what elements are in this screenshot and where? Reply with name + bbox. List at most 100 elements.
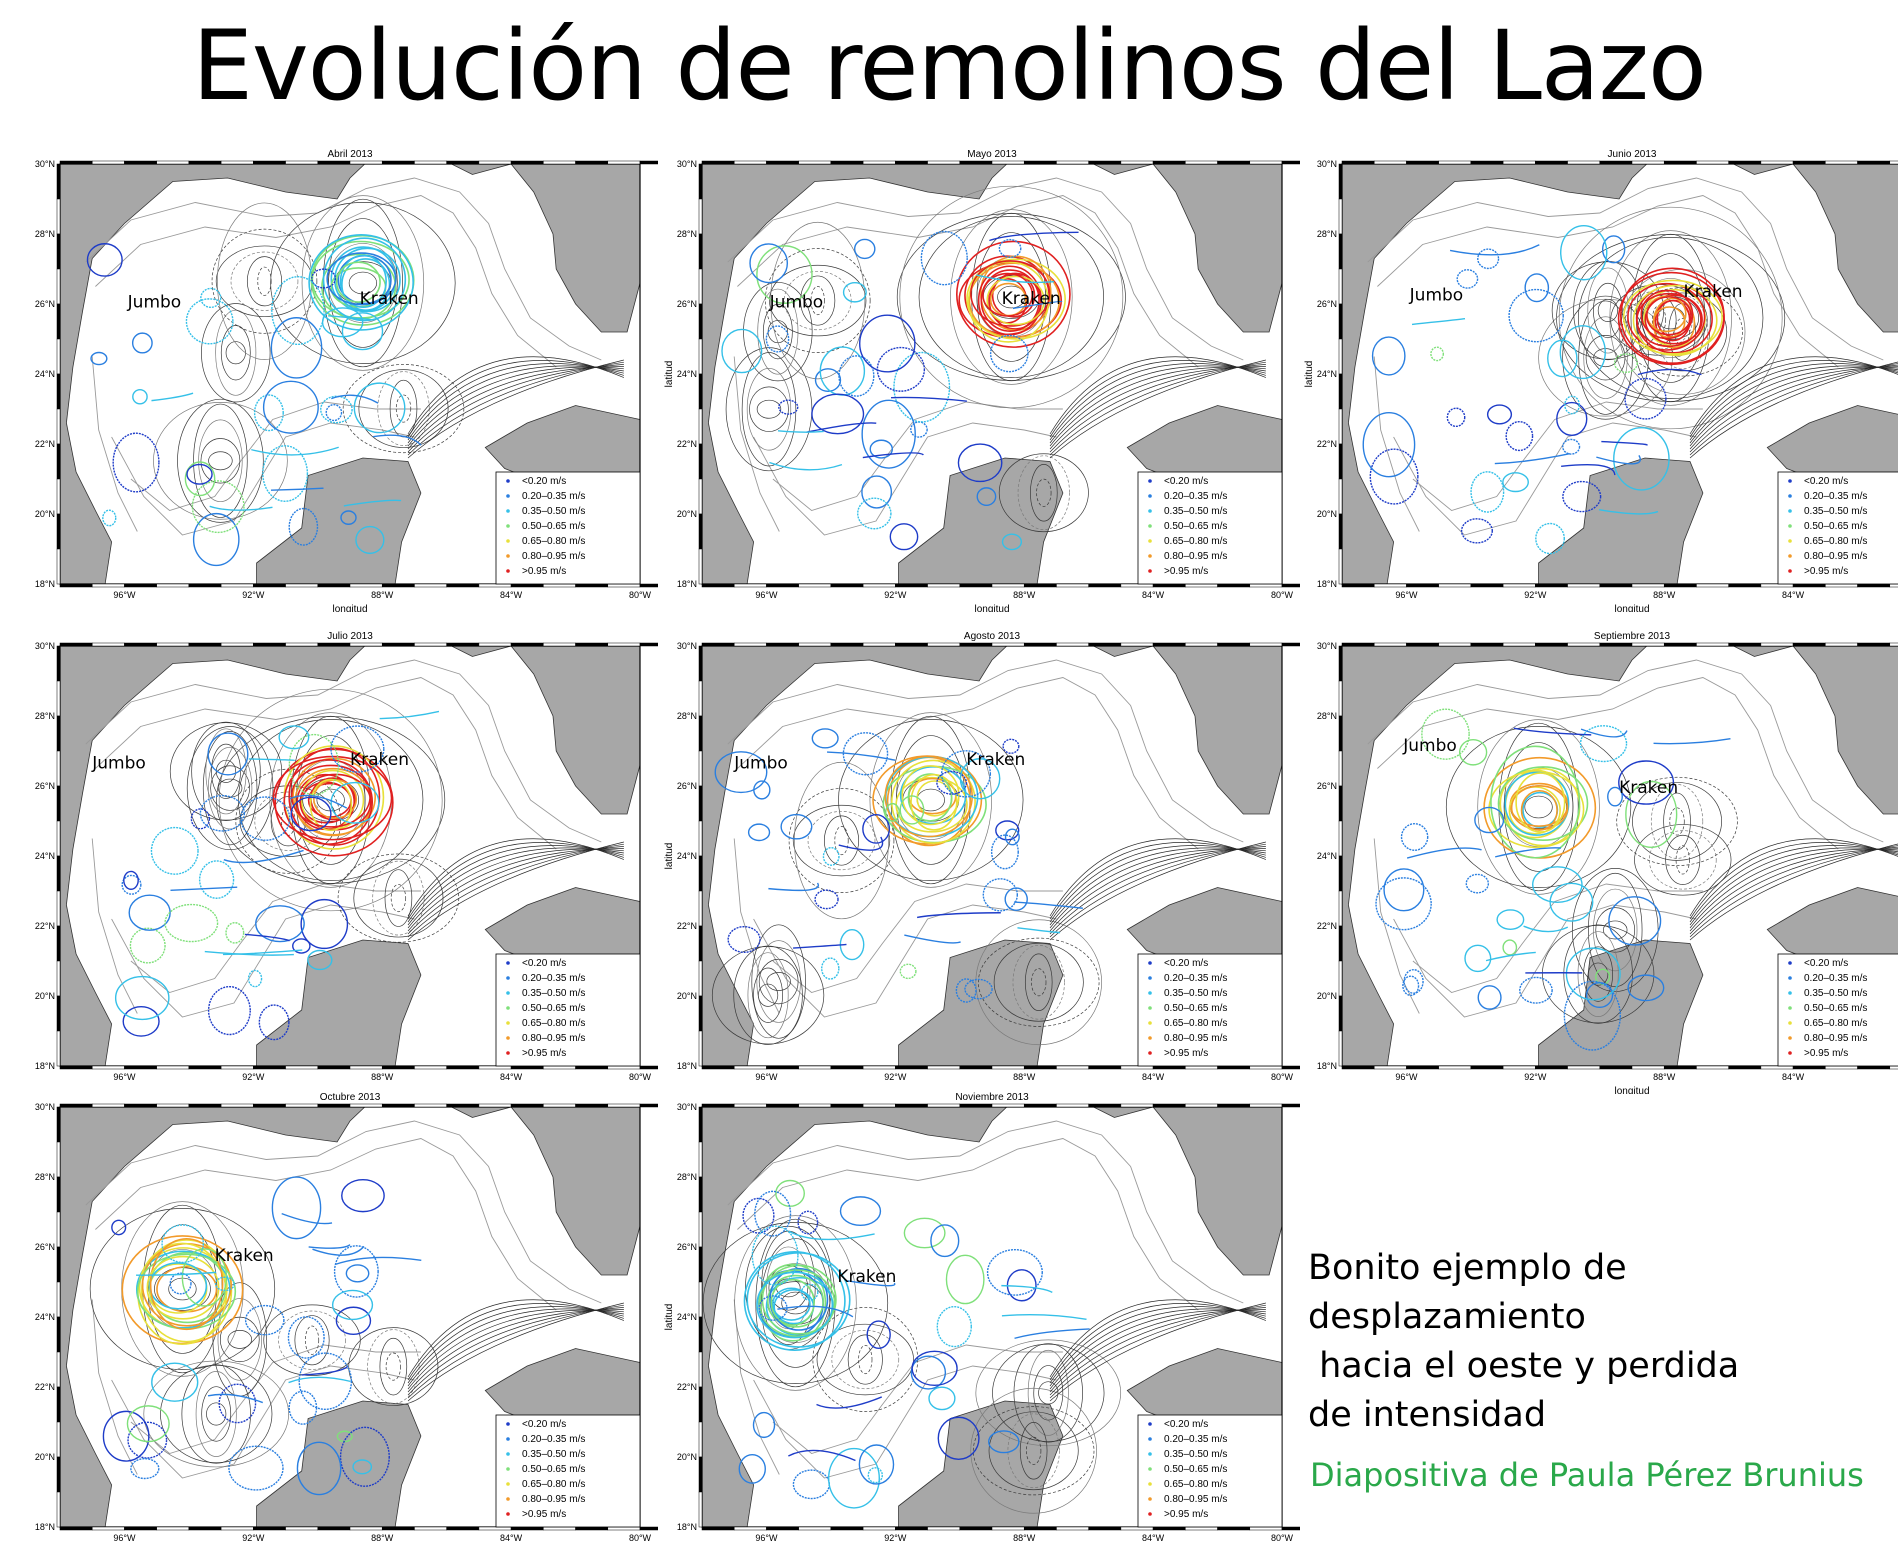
drifter-track [1496, 909, 1525, 931]
ssh-contour [1689, 363, 1898, 441]
lat-tick-label: 30°N [677, 1102, 697, 1112]
y-axis-label: latitud [664, 843, 675, 870]
kraken-drifter-track [890, 759, 976, 845]
drifter-track [170, 886, 238, 891]
legend-entry: 0.35–0.50 m/s [522, 506, 585, 517]
drifter-track [262, 380, 319, 434]
drifter-track [1532, 866, 1583, 903]
legend-entry: 0.20–0.35 m/s [522, 491, 585, 502]
lon-tick-label: 80°W [629, 590, 652, 600]
eddy-label-jumbo: Jumbo [733, 754, 788, 774]
drifter-track [1562, 438, 1581, 455]
drifter-track [151, 1362, 199, 1402]
eddy-label-jumbo: Jumbo [127, 293, 182, 313]
ssh-contour [1019, 1422, 1048, 1480]
drifter-track [207, 732, 249, 776]
bathymetry-line [1377, 195, 1839, 368]
kraken-drifter-track [771, 1287, 811, 1321]
lat-tick-label: 24°N [1317, 369, 1337, 379]
ssh-contour [734, 1215, 857, 1391]
legend-marker [1788, 524, 1792, 528]
ssh-contour [1593, 282, 1623, 339]
drifter-track [893, 351, 951, 423]
drifter-track [1585, 982, 1614, 1009]
drifter-track [1495, 847, 1561, 858]
lon-tick-label: 92°W [1524, 1072, 1547, 1082]
ssh-contour [1585, 334, 1626, 381]
lon-tick-label: 84°W [1142, 590, 1165, 600]
ssh-contour [831, 1329, 900, 1390]
drifter-track [916, 912, 1001, 919]
eddy-label-kraken: Kraken [1619, 778, 1678, 798]
ssh-contour [1689, 361, 1898, 459]
drifter-track [185, 298, 234, 345]
drifter-track [955, 978, 977, 1003]
drifter-track [842, 732, 889, 776]
bathymetry-line [85, 659, 602, 843]
drifter-track [289, 794, 348, 809]
lat-tick-label: 30°N [35, 641, 55, 651]
drifter-track [1470, 471, 1505, 513]
kraken-drifter-track [322, 237, 407, 322]
legend-entry: 0.80–0.95 m/s [1804, 1033, 1867, 1044]
drifter-track [288, 733, 340, 796]
legend-entry: 0.50–0.65 m/s [522, 521, 585, 532]
lat-tick-label: 30°N [35, 159, 55, 169]
bathymetry-line [727, 1120, 1244, 1304]
lon-tick-label: 80°W [1271, 590, 1294, 600]
drifter-track [1598, 509, 1659, 515]
drifter-track [747, 823, 771, 842]
land-mass [60, 1107, 640, 1527]
ssh-contour [1650, 784, 1704, 859]
ssh-contour [206, 1402, 227, 1426]
kraken-drifter-track [767, 1274, 825, 1328]
ssh-contour [1632, 782, 1723, 861]
drifter-track [1004, 828, 1020, 846]
x-axis-label: longitud [1614, 604, 1649, 612]
drifter-track [1446, 407, 1466, 428]
ssh-contour [1049, 1307, 1266, 1396]
lat-tick-label: 26°N [677, 299, 697, 309]
lon-tick-label: 88°W [371, 1072, 394, 1082]
kraken-drifter-track [1515, 772, 1566, 833]
legend-marker [506, 1482, 510, 1486]
drifter-track [255, 905, 305, 943]
drifter-track [995, 820, 1020, 841]
legend-marker [1148, 1422, 1152, 1426]
lat-tick-label: 20°N [1317, 509, 1337, 519]
drifter-track [335, 1256, 422, 1265]
drifter-track [126, 1405, 170, 1443]
drifter-track [1486, 404, 1513, 425]
drifter-track [964, 978, 993, 1000]
ssh-contour [160, 1364, 273, 1464]
legend-entry: >0.95 m/s [1164, 1048, 1208, 1059]
legend-marker [506, 976, 510, 980]
drifter-track [738, 1453, 766, 1484]
land-mass [702, 164, 1282, 584]
ssh-contour [1689, 848, 1898, 929]
drifter-track [1625, 780, 1678, 849]
legend-marker [506, 961, 510, 965]
drifter-track [131, 332, 153, 354]
drifter-track [839, 1196, 882, 1227]
drifter-track [998, 238, 1022, 258]
ssh-contour [816, 1323, 914, 1396]
drifter-track [957, 443, 1003, 483]
ssh-contour [764, 248, 871, 353]
ssh-contour [407, 848, 624, 929]
ssh-contour [198, 419, 243, 503]
ssh-contour [407, 1308, 624, 1387]
ssh-contour [1524, 795, 1553, 819]
legend-marker [1788, 494, 1792, 498]
kraken-drifter-track [1627, 282, 1706, 351]
ssh-contour [1621, 287, 1743, 377]
drifter-track [270, 487, 324, 491]
legend-marker [506, 1452, 510, 1456]
ssh-contour [278, 1310, 346, 1370]
lat-tick-label: 30°N [677, 641, 697, 651]
lat-tick-label: 24°N [35, 1312, 55, 1322]
ssh-contour [407, 845, 624, 923]
drifter-track [1535, 522, 1565, 555]
drifter-track [1637, 368, 1702, 376]
ssh-contour [1578, 300, 1633, 415]
